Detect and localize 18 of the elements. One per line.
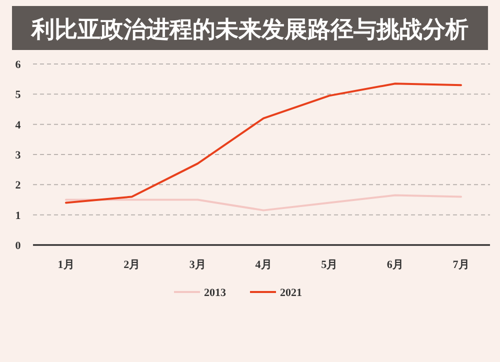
- y-tick-label: 4: [15, 119, 22, 132]
- chart-title: 利比亚政治进程的未来发展路径与挑战分析: [30, 17, 468, 43]
- y-tick-label: 2: [15, 180, 22, 192]
- y-tick-label: 3: [15, 150, 22, 162]
- x-tick-label: 3月: [189, 259, 206, 271]
- y-tick-label: 6: [15, 59, 22, 71]
- x-tick-label: 2月: [124, 259, 140, 271]
- legend-label: 2021: [280, 287, 302, 299]
- x-tick-label: 4月: [255, 259, 272, 271]
- x-tick-label: 6月: [386, 259, 404, 271]
- y-tick-label: 5: [15, 89, 22, 102]
- legend-label: 2013: [204, 287, 226, 299]
- x-tick-label: 5月: [321, 259, 338, 271]
- title-banner: 利比亚政治进程的未来发展路径与挑战分析: [12, 6, 488, 50]
- y-tick-label: 0: [15, 240, 22, 252]
- x-tick-label: 1月: [58, 259, 74, 271]
- x-tick-label: 7月: [452, 259, 470, 271]
- y-tick-label: 1: [15, 210, 21, 222]
